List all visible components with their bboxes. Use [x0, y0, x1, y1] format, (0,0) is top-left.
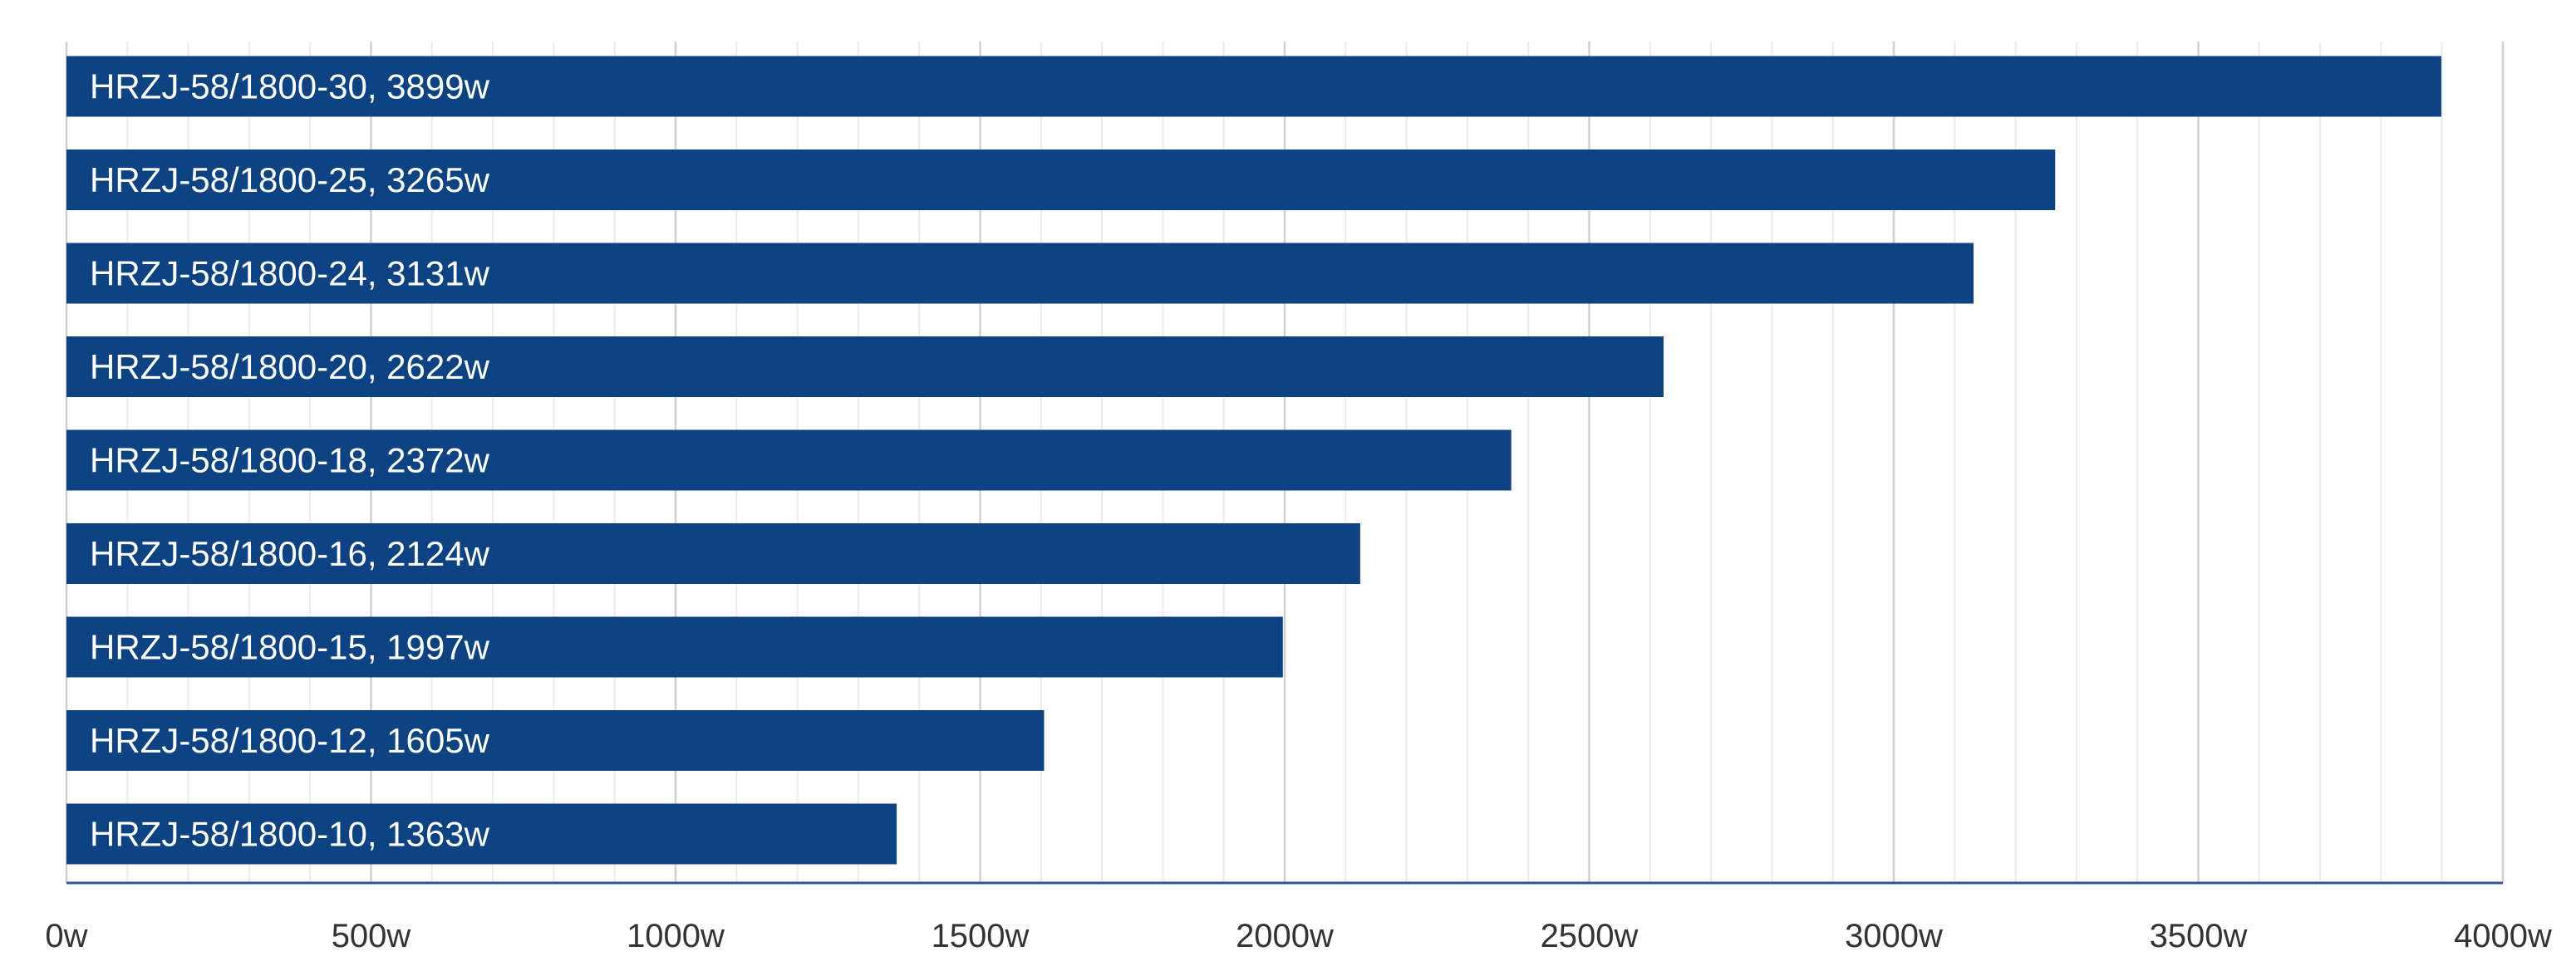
bar: [66, 150, 2056, 210]
x-tick-label: 2500w: [1541, 918, 1639, 954]
bar-label: HRZJ-58/1800-25, 3265w: [90, 160, 490, 199]
bar-label: HRZJ-58/1800-15, 1997w: [90, 628, 490, 667]
bar: [66, 803, 897, 865]
bar: [66, 243, 1974, 304]
x-tick-label: 4000w: [2454, 918, 2552, 954]
x-tick-labels: 0w 500w 1000w 1500w 2000w 2500w 3000w 3500w 4000…: [45, 918, 2552, 954]
bar-label: HRZJ-58/1800-16, 2124w: [90, 534, 490, 573]
bar-labels: HRZJ-58/1800-30, 3899w HRZJ-58/1800-25, 3…: [90, 67, 490, 854]
x-tick-label: 1500w: [932, 918, 1030, 954]
bars: [66, 56, 2441, 865]
bar: [66, 523, 1360, 584]
x-tick-label: 1000w: [627, 918, 725, 954]
bar: [66, 56, 2441, 117]
bar-label: HRZJ-58/1800-12, 1605w: [90, 721, 490, 760]
x-tick-label: 3000w: [1845, 918, 1943, 954]
x-tick-label: 0w: [45, 918, 87, 954]
bar-label: HRZJ-58/1800-20, 2622w: [90, 347, 490, 386]
bar-label: HRZJ-58/1800-30, 3899w: [90, 67, 490, 106]
bar-label: HRZJ-58/1800-18, 2372w: [90, 441, 490, 480]
bar-label: HRZJ-58/1800-10, 1363w: [90, 815, 490, 854]
x-tick-label: 500w: [332, 918, 411, 954]
bar: [66, 616, 1283, 678]
bar: [66, 710, 1045, 771]
bar-label: HRZJ-58/1800-24, 3131w: [90, 254, 490, 293]
bar: [66, 336, 1664, 397]
x-tick-label: 2000w: [1236, 918, 1334, 954]
x-tick-label: 3500w: [2150, 918, 2248, 954]
bar: [66, 429, 1512, 491]
